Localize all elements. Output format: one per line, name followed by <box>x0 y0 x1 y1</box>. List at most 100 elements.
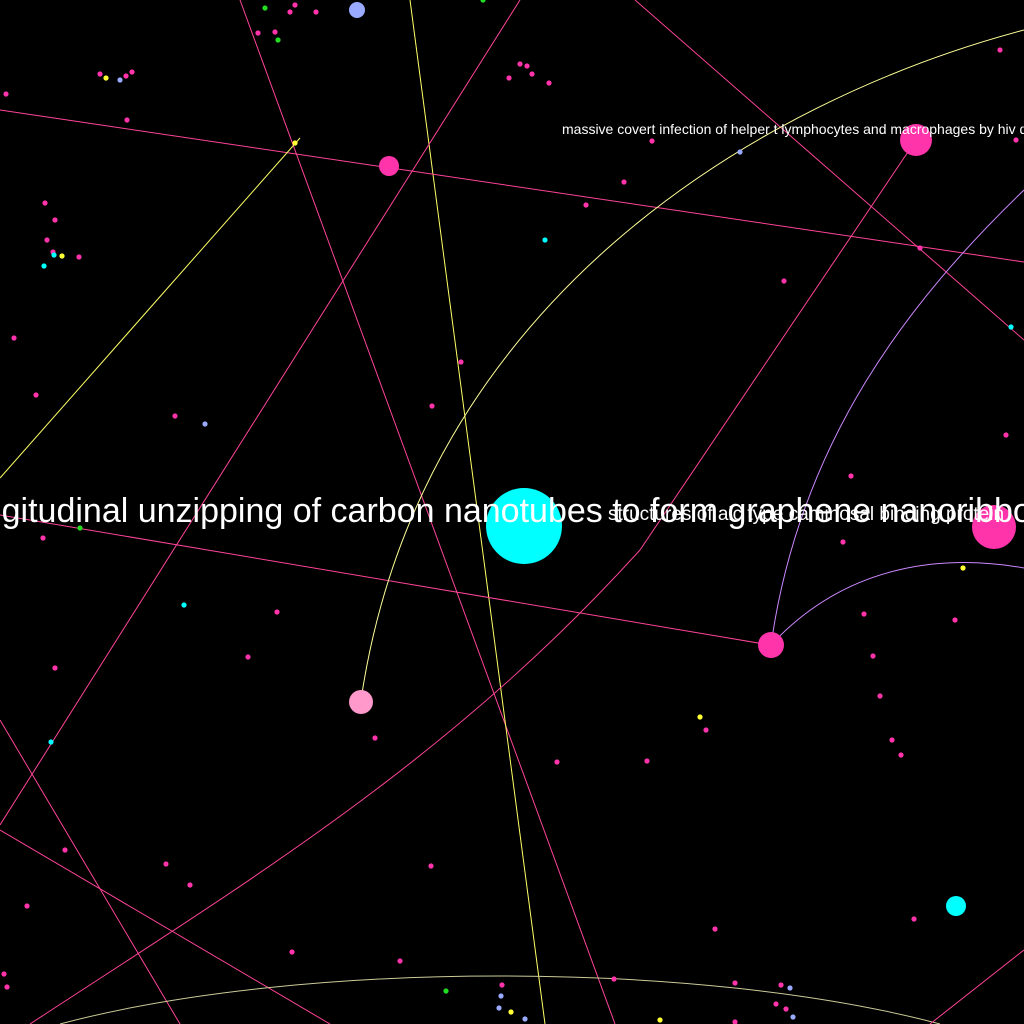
graph-node-leaf[interactable] <box>621 179 627 185</box>
graph-node-leaf[interactable] <box>11 335 17 341</box>
graph-node-leaf[interactable] <box>289 949 295 955</box>
graph-node-leaf[interactable] <box>76 254 82 260</box>
graph-node-leaf[interactable] <box>59 253 65 259</box>
graph-node-leaf[interactable] <box>181 602 187 608</box>
graph-node-leaf[interactable] <box>48 739 54 745</box>
graph-node-leaf[interactable] <box>499 982 505 988</box>
graph-node-leaf[interactable] <box>870 653 876 659</box>
graph-node-leaf[interactable] <box>649 138 655 144</box>
graph-node-leaf[interactable] <box>129 69 135 75</box>
graph-node-leaf[interactable] <box>172 413 178 419</box>
graph-node-leaf[interactable] <box>787 985 793 991</box>
graph-node-leaf[interactable] <box>644 758 650 764</box>
graph-node-leaf[interactable] <box>255 30 261 36</box>
graph-node-leaf[interactable] <box>287 9 293 15</box>
graph-node-magenta[interactable] <box>900 124 932 156</box>
graph-node-magenta[interactable] <box>972 505 1016 549</box>
graph-node-leaf[interactable] <box>712 926 718 932</box>
graph-node-leaf[interactable] <box>3 91 9 97</box>
graph-node-leaf[interactable] <box>524 63 530 69</box>
graph-node-leaf[interactable] <box>496 1005 502 1011</box>
graph-node-leaf[interactable] <box>517 61 523 67</box>
graph-node-leaf[interactable] <box>103 75 109 81</box>
graph-node-leaf[interactable] <box>52 665 58 671</box>
graph-node-leaf[interactable] <box>790 1014 796 1020</box>
graph-node-leaf[interactable] <box>163 861 169 867</box>
graph-node-leaf[interactable] <box>1008 324 1014 330</box>
graph-node-leaf[interactable] <box>546 80 552 86</box>
graph-node-leaf[interactable] <box>97 71 103 77</box>
graph-node-leaf[interactable] <box>187 882 193 888</box>
graph-node-leaf[interactable] <box>508 1009 514 1015</box>
graph-node-leaf[interactable] <box>51 252 57 258</box>
graph-node-leaf[interactable] <box>372 735 378 741</box>
graph-node-leaf[interactable] <box>877 693 883 699</box>
graph-node-lavender[interactable] <box>349 2 365 18</box>
graph-node-magenta[interactable] <box>758 632 784 658</box>
graph-node-leaf[interactable] <box>262 5 268 11</box>
graph-node-leaf[interactable] <box>840 539 846 545</box>
graph-node-leaf[interactable] <box>611 976 617 982</box>
graph-node-leaf[interactable] <box>33 392 39 398</box>
graph-node-leaf[interactable] <box>498 993 504 999</box>
graph-node-leaf[interactable] <box>697 714 703 720</box>
graph-node-leaf[interactable] <box>124 117 130 123</box>
graph-node-leaf[interactable] <box>245 654 251 660</box>
graph-node-leaf[interactable] <box>4 984 10 990</box>
graph-node-leaf[interactable] <box>506 75 512 81</box>
graph-node-leaf[interactable] <box>202 421 208 427</box>
graph-node-leaf[interactable] <box>657 1017 663 1023</box>
graph-node-leaf[interactable] <box>292 140 298 146</box>
graph-node-leaf[interactable] <box>952 617 958 623</box>
graph-node-leaf[interactable] <box>703 727 709 733</box>
graph-node-pink[interactable] <box>349 690 373 714</box>
graph-node-leaf[interactable] <box>529 71 535 77</box>
graph-node-leaf[interactable] <box>275 37 281 43</box>
graph-node-leaf[interactable] <box>313 9 319 15</box>
graph-node-leaf[interactable] <box>773 1001 779 1007</box>
graph-node-leaf[interactable] <box>848 473 854 479</box>
graph-node-leaf[interactable] <box>554 759 560 765</box>
graph-node-leaf[interactable] <box>292 2 298 8</box>
graph-node-hub-cyan[interactable] <box>486 488 562 564</box>
graph-node-leaf[interactable] <box>77 525 83 531</box>
graph-node-leaf[interactable] <box>24 903 30 909</box>
graph-node-leaf[interactable] <box>62 847 68 853</box>
graph-node-leaf[interactable] <box>41 263 47 269</box>
graph-node-leaf[interactable] <box>781 278 787 284</box>
graph-node-cyan[interactable] <box>946 896 966 916</box>
graph-node-leaf[interactable] <box>443 988 449 994</box>
graph-node-magenta[interactable] <box>379 156 399 176</box>
graph-node-leaf[interactable] <box>911 916 917 922</box>
graph-node-leaf[interactable] <box>42 200 48 206</box>
graph-node-leaf[interactable] <box>583 202 589 208</box>
graph-node-leaf[interactable] <box>861 611 867 617</box>
graph-node-leaf[interactable] <box>123 73 129 79</box>
graph-node-leaf[interactable] <box>960 565 966 571</box>
graph-node-leaf[interactable] <box>44 237 50 243</box>
graph-node-leaf[interactable] <box>783 1006 789 1012</box>
graph-node-leaf[interactable] <box>889 737 895 743</box>
graph-node-leaf[interactable] <box>40 535 46 541</box>
graph-node-leaf[interactable] <box>117 77 123 83</box>
graph-node-leaf[interactable] <box>917 245 923 251</box>
graph-node-leaf[interactable] <box>429 403 435 409</box>
graph-node-leaf[interactable] <box>397 958 403 964</box>
graph-node-leaf[interactable] <box>1 971 7 977</box>
graph-node-leaf[interactable] <box>737 149 743 155</box>
graph-node-leaf[interactable] <box>732 1019 738 1024</box>
graph-node-leaf[interactable] <box>274 609 280 615</box>
graph-node-leaf[interactable] <box>1003 432 1009 438</box>
graph-node-leaf[interactable] <box>522 1016 528 1022</box>
graph-node-leaf[interactable] <box>480 0 486 3</box>
graph-node-leaf[interactable] <box>272 29 278 35</box>
graph-node-leaf[interactable] <box>428 863 434 869</box>
graph-node-leaf[interactable] <box>898 752 904 758</box>
graph-node-leaf[interactable] <box>52 217 58 223</box>
graph-node-leaf[interactable] <box>778 982 784 988</box>
graph-node-leaf[interactable] <box>458 359 464 365</box>
graph-node-leaf[interactable] <box>542 237 548 243</box>
graph-node-leaf[interactable] <box>997 47 1003 53</box>
graph-node-leaf[interactable] <box>732 980 738 986</box>
